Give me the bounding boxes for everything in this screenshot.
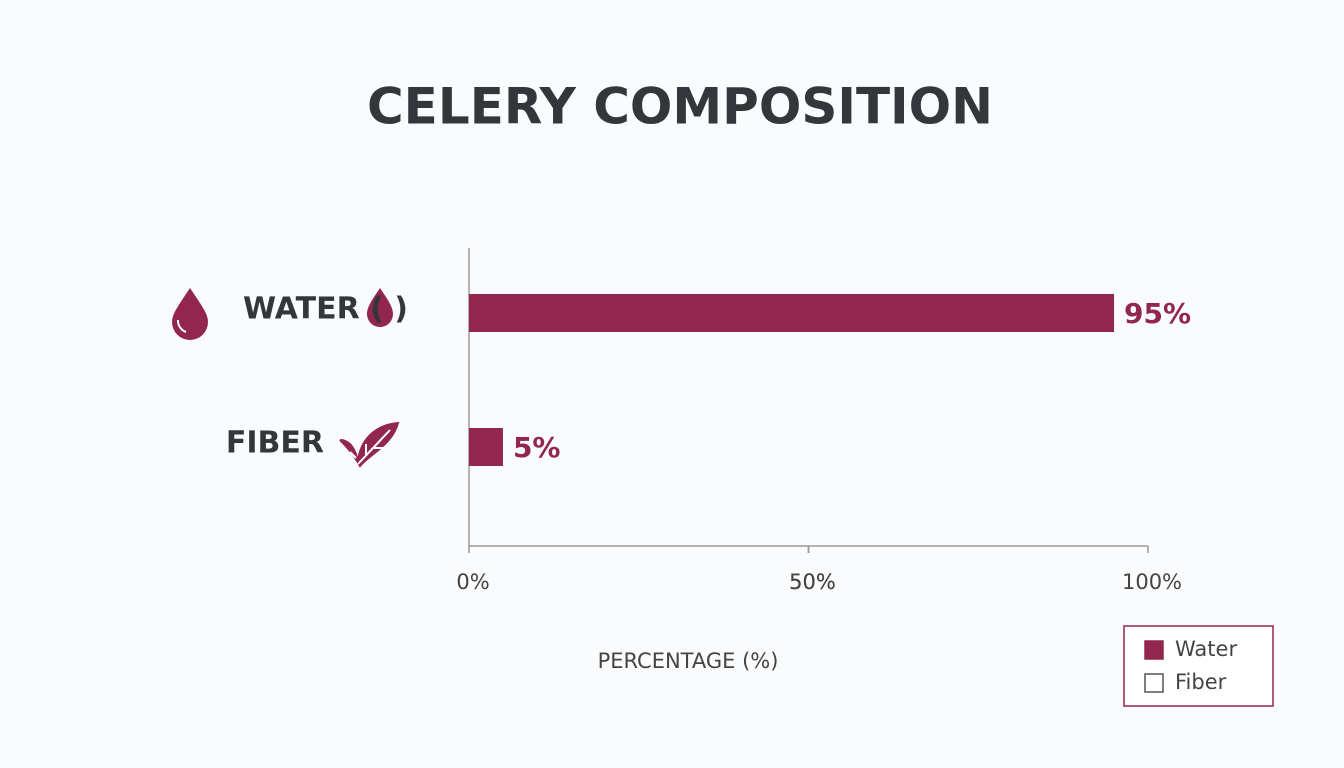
x-tick-label: 50% [789,570,836,594]
value-label: 5% [513,431,561,464]
value-label: 95% [1124,297,1191,330]
bar [469,294,1115,332]
legend-label: Water [1175,637,1237,661]
x-axis-label: PERCENTAGE (%) [598,649,779,673]
legend-swatch [1144,673,1164,693]
water-icon-shine [177,319,187,333]
x-tick-label: 100% [1122,570,1182,594]
y-tick-label: FIBER [226,426,324,461]
x-tick-label: 50% [789,570,836,594]
legend-swatch [1144,640,1164,660]
bar [469,428,503,466]
water-icon [172,288,208,340]
legend-label: Fiber [1175,670,1227,694]
chart-title: CELERY COMPOSITION [367,78,993,136]
y-tick-label: WATER ( ) [243,292,408,327]
leaf-veins [349,429,391,465]
x-tick-label: 0% [456,570,489,594]
water-icon-small [367,288,393,327]
